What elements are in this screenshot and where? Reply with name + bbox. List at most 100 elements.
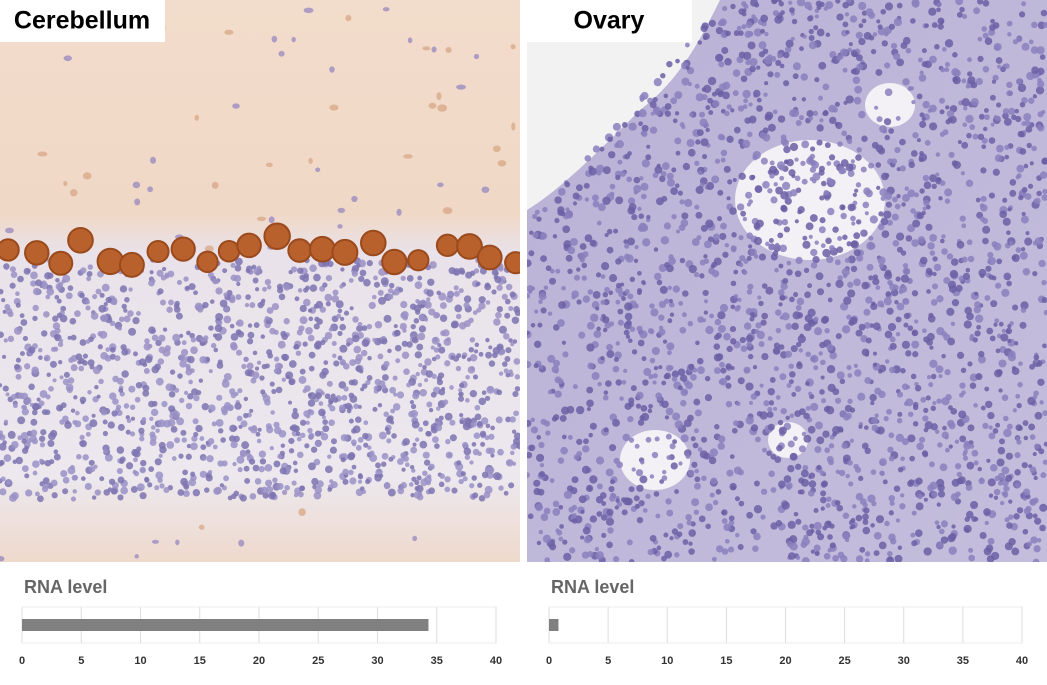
nucleus	[963, 449, 968, 455]
nucleus	[747, 41, 756, 50]
nucleus	[615, 140, 624, 149]
nucleus	[1, 297, 6, 303]
nucleus	[982, 0, 990, 7]
nucleus	[348, 278, 354, 283]
nucleus	[661, 380, 667, 386]
nucleus	[658, 328, 666, 336]
nucleus	[814, 445, 822, 454]
nucleus	[853, 249, 861, 257]
nucleus	[346, 342, 351, 347]
cell	[412, 535, 418, 542]
nucleus	[954, 439, 960, 444]
nucleus	[813, 25, 819, 31]
nucleus	[709, 448, 719, 457]
nucleus	[794, 385, 802, 393]
nucleus	[847, 281, 854, 288]
nucleus	[79, 440, 87, 448]
nucleus	[979, 531, 987, 540]
nucleus	[664, 103, 672, 110]
nucleus	[850, 215, 856, 222]
nucleus	[354, 357, 362, 365]
nucleus	[221, 380, 230, 388]
nucleus	[21, 447, 29, 454]
nucleus	[424, 378, 429, 383]
nucleus	[680, 399, 687, 407]
nucleus	[406, 341, 413, 348]
nucleus	[624, 243, 630, 249]
nucleus	[993, 115, 999, 121]
nucleus	[583, 535, 592, 544]
nucleus	[589, 422, 597, 430]
nucleus	[780, 138, 788, 146]
nucleus	[723, 332, 731, 341]
nucleus	[133, 457, 138, 463]
purkinje-cell	[359, 229, 387, 257]
cell	[403, 154, 413, 159]
nucleus	[695, 93, 704, 102]
nucleus	[685, 514, 692, 521]
nucleus	[561, 285, 566, 291]
nucleus	[415, 371, 420, 377]
nucleus	[808, 35, 815, 41]
nucleus	[697, 316, 705, 323]
nucleus	[600, 356, 605, 361]
nucleus	[834, 500, 841, 506]
nucleus	[719, 18, 727, 27]
nucleus	[1030, 536, 1038, 544]
nucleus	[851, 221, 856, 226]
nucleus	[592, 145, 600, 153]
nucleus	[243, 465, 250, 472]
nucleus	[151, 400, 158, 407]
nucleus	[1003, 428, 1012, 438]
nucleus	[703, 299, 709, 304]
nucleus	[647, 408, 653, 414]
nucleus	[21, 438, 27, 444]
nucleus	[472, 310, 478, 315]
nucleus	[87, 390, 92, 395]
nucleus	[455, 365, 462, 372]
nucleus	[983, 547, 992, 556]
nucleus	[575, 405, 585, 415]
nucleus	[710, 264, 715, 269]
nucleus	[463, 447, 472, 456]
nucleus	[91, 495, 97, 500]
nucleus	[966, 239, 973, 246]
nucleus	[147, 482, 153, 488]
nucleus	[759, 132, 767, 139]
nucleus	[761, 353, 769, 361]
nucleus	[753, 532, 761, 541]
nucleus	[852, 192, 857, 197]
nucleus	[435, 424, 443, 432]
nucleus	[800, 160, 806, 167]
nucleus	[862, 502, 868, 508]
nucleus	[964, 306, 972, 315]
nucleus	[438, 346, 446, 354]
nucleus	[22, 335, 29, 342]
nucleus	[187, 393, 194, 400]
nucleus	[195, 424, 203, 433]
nucleus	[816, 28, 825, 37]
nucleus	[967, 57, 972, 63]
nucleus	[1011, 255, 1017, 261]
nucleus	[1013, 513, 1020, 520]
nucleus	[813, 316, 819, 322]
nucleus	[761, 283, 768, 289]
nucleus	[773, 406, 778, 411]
nucleus	[753, 480, 760, 487]
nucleus	[351, 270, 358, 277]
nucleus	[980, 195, 987, 202]
nucleus	[758, 41, 767, 50]
nucleus	[581, 262, 588, 269]
nucleus	[79, 292, 85, 299]
nucleus	[264, 316, 270, 321]
nucleus	[1028, 183, 1034, 189]
nucleus	[380, 277, 389, 286]
nucleus	[310, 446, 318, 453]
nucleus	[855, 514, 863, 522]
nucleus	[933, 263, 942, 272]
nucleus	[773, 218, 780, 225]
nucleus	[10, 394, 17, 400]
nucleus	[973, 460, 979, 466]
nucleus	[1036, 46, 1045, 55]
nucleus	[339, 323, 346, 331]
